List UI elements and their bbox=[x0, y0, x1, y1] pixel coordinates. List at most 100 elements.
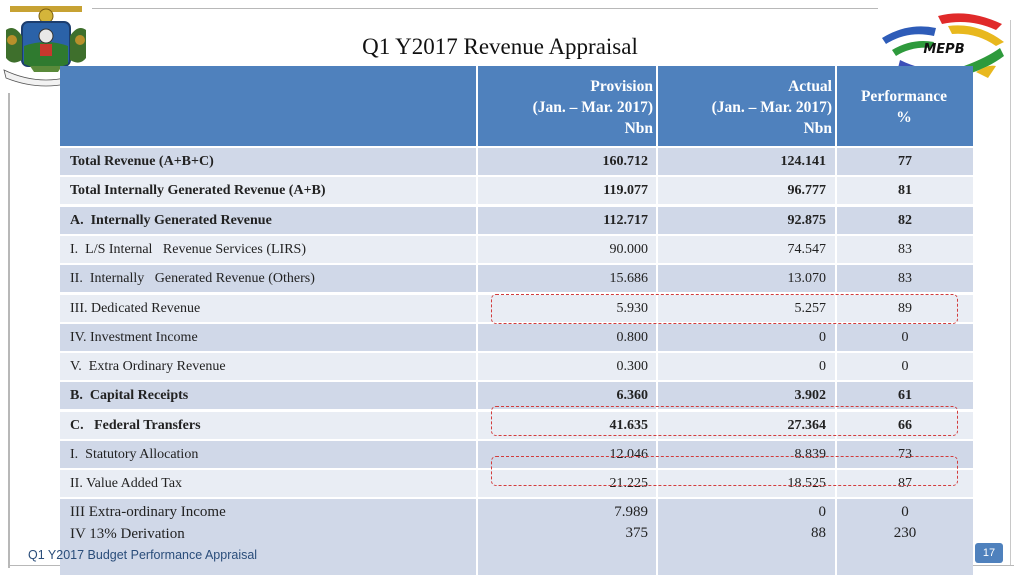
header-actual: Actual (Jan. – Mar. 2017) Nbn bbox=[711, 78, 832, 137]
column-divider bbox=[656, 235, 658, 263]
row-performance: 82 bbox=[898, 212, 912, 228]
column-divider bbox=[656, 353, 658, 381]
column-divider bbox=[656, 323, 658, 351]
header-provision: Provision (Jan. – Mar. 2017) Nbn bbox=[532, 78, 653, 137]
row-performance: 77 bbox=[898, 154, 912, 169]
row-performance: 61 bbox=[898, 388, 912, 404]
column-divider bbox=[656, 206, 658, 234]
row-provision: 119.077 bbox=[603, 183, 648, 199]
header-performance: Performance % bbox=[860, 88, 948, 126]
table-row: II. Value Added Tax 21.225 18.525 87 bbox=[60, 470, 973, 498]
table-row-last: III Extra-ordinary Income IV 13% Derivat… bbox=[60, 499, 973, 575]
row-actual: 3.902 bbox=[794, 388, 827, 404]
column-divider bbox=[476, 148, 478, 175]
row-actual: 74.547 bbox=[787, 241, 827, 257]
row-provision: 7.989 375 bbox=[614, 504, 648, 541]
highlight-statutory-vat bbox=[491, 456, 958, 486]
row-actual: 124.141 bbox=[780, 154, 827, 169]
row-actual: 13.070 bbox=[787, 271, 827, 287]
column-divider bbox=[835, 353, 837, 381]
frame-top-line bbox=[92, 8, 1010, 9]
highlight-dedicated-revenue bbox=[491, 294, 958, 324]
row-actual: 92.875 bbox=[787, 212, 827, 228]
row-label: II. Internally Generated Revenue (Others… bbox=[70, 271, 315, 287]
table-row: Total Revenue (A+B+C) 160.712 124.141 77 bbox=[60, 148, 973, 175]
row-label: IV. Investment Income bbox=[70, 329, 198, 345]
column-divider bbox=[476, 411, 478, 439]
row-performance: 87 bbox=[898, 476, 912, 492]
row-actual: 8.839 bbox=[794, 447, 827, 462]
table-row: II. Internally Generated Revenue (Others… bbox=[60, 265, 973, 293]
column-divider bbox=[656, 382, 658, 410]
column-divider bbox=[835, 148, 837, 175]
row-provision: 21.225 bbox=[609, 476, 649, 492]
table-row: IV. Investment Income 0.800 0 0 bbox=[60, 323, 973, 351]
column-divider bbox=[835, 441, 837, 468]
row-actual: 27.364 bbox=[787, 417, 827, 433]
column-divider bbox=[835, 411, 837, 439]
column-divider bbox=[476, 235, 478, 263]
column-divider bbox=[656, 294, 658, 322]
table-row: C. Federal Transfers 41.635 27.364 66 bbox=[60, 411, 973, 439]
row-label: I. L/S Internal Revenue Services (LIRS) bbox=[70, 241, 306, 257]
row-provision: 12.046 bbox=[609, 447, 649, 462]
row-provision: 41.635 bbox=[609, 417, 649, 433]
column-divider bbox=[656, 441, 658, 468]
row-label: Total Internally Generated Revenue (A+B) bbox=[70, 183, 326, 199]
column-divider bbox=[835, 499, 837, 575]
row-provision: 0.300 bbox=[616, 359, 649, 375]
footer-text: Q1 Y2017 Budget Performance Appraisal bbox=[28, 548, 258, 562]
column-divider bbox=[476, 382, 478, 410]
table-row: Total Internally Generated Revenue (A+B)… bbox=[60, 177, 973, 205]
table-row: I. Statutory Allocation 12.046 8.839 73 bbox=[60, 441, 973, 468]
column-divider bbox=[476, 265, 478, 293]
row-provision: 15.686 bbox=[609, 271, 649, 287]
table-header: Provision (Jan. – Mar. 2017) Nbn Actual … bbox=[60, 66, 973, 146]
row-label: I. Statutory Allocation bbox=[70, 447, 199, 462]
column-divider bbox=[476, 470, 478, 498]
column-divider bbox=[656, 499, 658, 575]
table-row: V. Extra Ordinary Revenue 0.300 0 0 bbox=[60, 353, 973, 381]
column-divider bbox=[656, 411, 658, 439]
row-label: Total Revenue (A+B+C) bbox=[70, 154, 214, 169]
column-divider bbox=[835, 265, 837, 293]
row-performance: 89 bbox=[898, 300, 912, 316]
row-actual: 96.777 bbox=[787, 183, 827, 199]
row-provision: 6.360 bbox=[616, 388, 649, 404]
column-divider bbox=[476, 206, 478, 234]
row-performance: 0 230 bbox=[893, 504, 917, 541]
column-divider bbox=[476, 353, 478, 381]
row-label: III Extra-ordinary Income IV 13% Derivat… bbox=[70, 504, 226, 542]
column-divider bbox=[835, 470, 837, 498]
row-label: B. Capital Receipts bbox=[70, 388, 189, 404]
row-provision: 160.712 bbox=[602, 154, 649, 169]
slide-title: Q1 Y2017 Revenue Appraisal bbox=[362, 34, 638, 59]
frame-left-line bbox=[8, 8, 10, 568]
table-row: I. L/S Internal Revenue Services (LIRS) 9… bbox=[60, 235, 973, 263]
page-number: 17 bbox=[975, 543, 1003, 563]
lagos-crest-logo bbox=[0, 0, 92, 93]
row-provision: 0.800 bbox=[616, 329, 649, 345]
row-performance: 0 bbox=[901, 359, 909, 375]
column-divider bbox=[835, 206, 837, 234]
table-row: III. Dedicated Revenue 5.930 5.257 89 bbox=[60, 294, 973, 322]
header-divider bbox=[476, 66, 478, 146]
column-divider bbox=[835, 382, 837, 410]
row-performance: 73 bbox=[898, 447, 912, 462]
row-performance: 66 bbox=[898, 417, 912, 433]
column-divider bbox=[476, 177, 478, 205]
column-divider bbox=[656, 148, 658, 175]
column-divider bbox=[476, 441, 478, 468]
column-divider bbox=[835, 323, 837, 351]
row-provision: 112.717 bbox=[603, 212, 648, 228]
row-performance: 83 bbox=[898, 271, 912, 287]
row-actual: 0 bbox=[819, 359, 826, 375]
header-divider bbox=[656, 66, 658, 146]
table-row: A. Internally Generated Revenue 112.717 92… bbox=[60, 206, 973, 234]
column-divider bbox=[476, 323, 478, 351]
row-actual: 0 bbox=[819, 329, 826, 345]
column-divider bbox=[656, 177, 658, 205]
row-provision: 90.000 bbox=[609, 241, 649, 257]
row-label: V. Extra Ordinary Revenue bbox=[70, 359, 226, 375]
row-performance: 81 bbox=[898, 183, 912, 199]
